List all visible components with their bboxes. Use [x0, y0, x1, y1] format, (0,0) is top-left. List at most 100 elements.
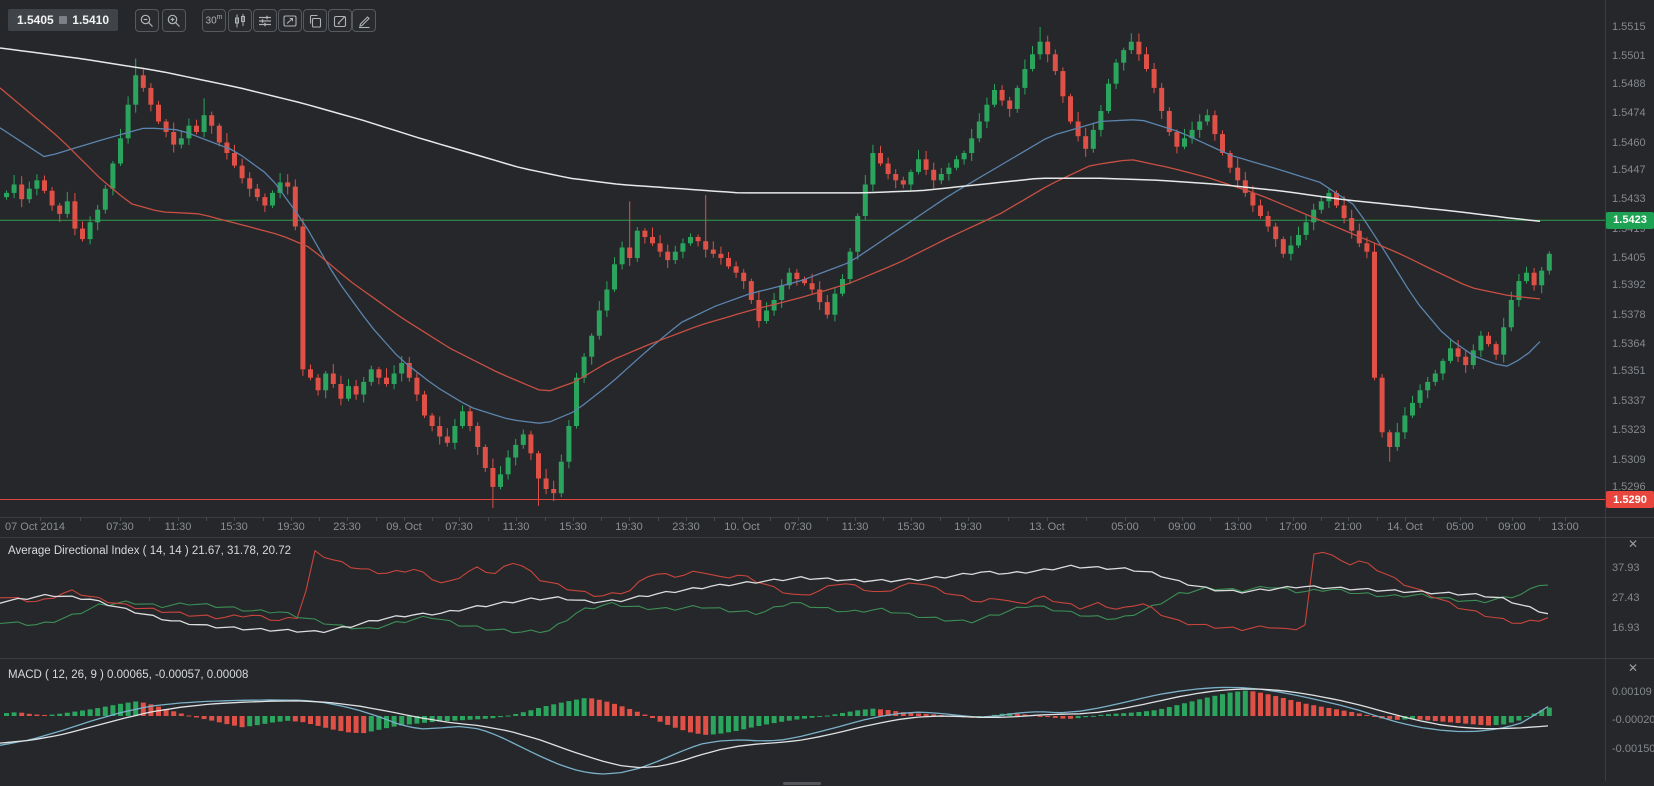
time-tick: [1153, 517, 1155, 521]
price-axis-label: 1.5515: [1612, 21, 1646, 33]
time-tick: [120, 517, 121, 521]
time-tick: [1047, 517, 1048, 521]
time-tick: [742, 517, 743, 521]
zoom-out-button[interactable]: [135, 9, 159, 32]
price-axis-label: 1.5447: [1612, 163, 1646, 176]
time-axis-label: 13. Oct: [1029, 521, 1065, 533]
time-axis-label: 07:30: [106, 521, 134, 533]
ma-slow-white-line: [0, 47, 1541, 223]
price-axis-label: 1.5337: [1612, 394, 1646, 407]
horizontal-scrollbar[interactable]: [0, 781, 1654, 786]
time-axis-label: 13:00: [1551, 521, 1579, 533]
time-tick: [968, 517, 969, 521]
time-axis-label: 15:30: [559, 521, 587, 533]
time-tick: [1432, 517, 1434, 521]
time-axis[interactable]: 07 Oct 2014 07:30 11:30 15:30 19:30 23:30 09. …: [0, 517, 1605, 537]
time-tick: [1320, 517, 1322, 521]
time-axis-label: 19:30: [277, 521, 305, 533]
macd-signal-line: [0, 688, 1549, 769]
time-tick: [1007, 517, 1009, 521]
time-tick: [686, 517, 687, 521]
edit-icon: [333, 15, 347, 27]
price-axis-label: 1.5488: [1612, 77, 1646, 90]
macd-pane-divider[interactable]: [0, 658, 1654, 659]
time-tick: [149, 517, 150, 521]
time-tick: [1182, 517, 1183, 521]
adx-plus-di-line: [0, 584, 1549, 634]
time-axis-label: 11:30: [164, 521, 192, 533]
time-axis-label: 17:00: [1279, 521, 1307, 533]
macd-line: [0, 686, 1549, 775]
indicators-settings-button[interactable]: [253, 9, 277, 32]
candlestick-icon: [235, 13, 245, 27]
adx-minus-di-line: [0, 549, 1549, 632]
time-axis-label: 19:30: [954, 521, 982, 533]
time-tick: [375, 517, 377, 521]
price-axis-label: 1.5501: [1612, 50, 1646, 63]
price-axis-label: 1.5474: [1612, 107, 1646, 120]
time-axis-label: 07 Oct 2014: [5, 521, 65, 533]
time-axis-label: 10. Oct: [724, 521, 760, 533]
time-axis-label: 11:30: [841, 521, 869, 533]
time-tick: [1265, 517, 1267, 521]
spread-square-icon: [59, 16, 67, 24]
time-tick: [1348, 517, 1349, 521]
time-axis-label: 07:30: [445, 521, 473, 533]
adx-main-line: [0, 564, 1549, 634]
bid-price: 1.5405: [17, 13, 54, 27]
price-axis-label: 1.5323: [1612, 424, 1646, 437]
price-axis-label: 1.5296: [1612, 480, 1646, 493]
time-axis-label: 11:30: [502, 521, 530, 533]
pencil-draw-icon: [359, 15, 370, 28]
ma-medium-red-line: [0, 87, 1541, 392]
time-tick: [1293, 517, 1294, 521]
time-axis-label: 07:30: [784, 521, 812, 533]
macd-axis-label: 0.00109: [1612, 686, 1652, 699]
adx-pane-title: Average Directional Index ( 14, 14 ) 21.…: [8, 545, 292, 557]
time-tick: [1086, 517, 1087, 521]
expand-chart-button[interactable]: [278, 9, 302, 32]
time-tick: [939, 517, 941, 521]
timeframe-label: 30m: [205, 14, 223, 27]
bid-ask-quote: 1.5405 1.5410: [8, 9, 118, 31]
price-axis-label: 1.5405: [1612, 252, 1646, 264]
time-axis-label: 14. Oct: [1387, 521, 1423, 533]
chart-type-button[interactable]: [228, 9, 252, 32]
zoom-in-button[interactable]: [162, 9, 186, 32]
time-axis-label: 19:30: [615, 521, 643, 533]
draw-tools-button[interactable]: [352, 9, 376, 32]
scrollbar-handle[interactable]: [783, 782, 821, 785]
adx-pane-divider[interactable]: [0, 537, 1654, 538]
price-axis-label: 1.5364: [1612, 338, 1646, 351]
time-tick: [487, 517, 489, 521]
edit-order-button[interactable]: [328, 9, 352, 32]
macd-close-button[interactable]: ✕: [1624, 660, 1642, 676]
time-tick: [1238, 517, 1239, 521]
price-axis[interactable]: 1.5515 1.5501 1.5488 1.5474 1.5460 1.5447 1.54…: [1606, 0, 1654, 786]
time-tick: [770, 517, 771, 521]
time-tick: [601, 517, 602, 521]
time-tick: [1405, 517, 1406, 521]
timeframe-button[interactable]: 30m: [202, 9, 226, 32]
time-tick: [798, 517, 799, 521]
duplicate-chart-button[interactable]: [303, 9, 327, 32]
time-tick: [1486, 517, 1487, 521]
time-tick: [911, 517, 912, 521]
adx-axis-label: 37.93: [1612, 562, 1640, 574]
time-axis-label: 13:00: [1224, 521, 1252, 533]
adx-close-button[interactable]: ✕: [1624, 536, 1642, 552]
zoom-out-icon: [140, 14, 153, 27]
time-axis-label: 21:00: [1334, 521, 1362, 533]
price-axis-label: 1.5460: [1612, 136, 1646, 149]
time-tick: [404, 517, 405, 521]
time-axis-label: 05:00: [1446, 521, 1474, 533]
time-axis-label: 15:30: [220, 521, 248, 533]
macd-pane-title: MACD ( 12, 26, 9 ) 0.00065, -0.00057, 0.…: [8, 669, 249, 681]
time-tick: [883, 517, 884, 521]
time-tick: [573, 517, 574, 521]
time-axis-label: 05:00: [1111, 521, 1139, 533]
time-tick: [826, 517, 828, 521]
adx-axis-label: 16.93: [1612, 621, 1640, 634]
time-axis-label: 23:30: [333, 521, 361, 533]
